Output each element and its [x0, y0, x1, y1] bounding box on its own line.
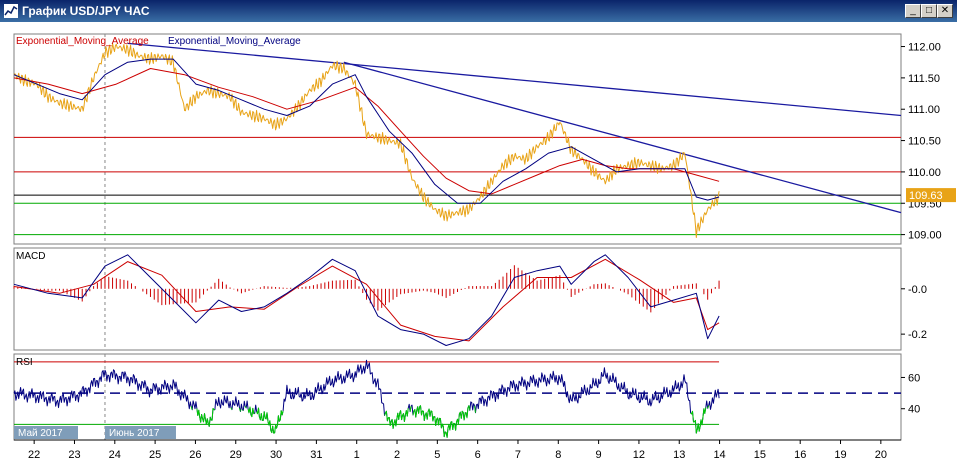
x-tick-label: 30 [270, 449, 282, 461]
x-tick-label: 9 [596, 449, 602, 461]
rsi-oversold-segment [190, 406, 193, 410]
rsi-oversold-segment [244, 406, 247, 409]
current-price-label: 109.63 [909, 190, 943, 202]
rsi-oversold-segment [707, 405, 710, 409]
price-panel: 112.00111.50111.00110.50110.00109.50109.… [13, 33, 956, 245]
chart-icon [4, 4, 18, 18]
rsi-axis-tick-label: 60 [908, 372, 920, 384]
rsi-oversold-segment [230, 407, 233, 410]
x-tick-label: 1 [354, 449, 360, 461]
x-tick-label: 7 [515, 449, 521, 461]
month-label-box [104, 426, 176, 439]
macd-label: MACD [16, 251, 45, 262]
ema-slow-series [13, 68, 720, 195]
rsi-oversold-segment [239, 408, 241, 412]
rsi-oversold-segment [409, 406, 412, 412]
current-price-marker [906, 188, 956, 203]
price-axis-tick-label: 110.50 [908, 136, 941, 148]
rsi-oversold-segment [384, 408, 409, 429]
rsi-oversold-segment [247, 406, 255, 418]
macd-axis-tick-label: -0.0 [908, 284, 927, 296]
x-tick-label: 19 [834, 449, 846, 461]
macd-panel-frame [13, 247, 902, 351]
window-titlebar: График USD/JPY ЧАС _ □ ✕ [0, 0, 957, 22]
x-tick-label: 16 [794, 449, 806, 461]
x-tick-label: 25 [149, 449, 161, 461]
ema-label-2: Exponential_Moving_Average [168, 36, 301, 47]
x-tick-label: 2 [394, 449, 400, 461]
maximize-button[interactable]: □ [921, 4, 937, 18]
rsi-axis-tick-label: 40 [908, 404, 920, 416]
x-tick-label: 8 [555, 449, 561, 461]
rsi-oversold-segment [242, 409, 244, 411]
month-label-box [14, 426, 78, 439]
x-tick-label: 12 [633, 449, 645, 461]
price-axis-tick-label: 111.50 [908, 73, 940, 85]
ema-fast-series [13, 58, 720, 204]
x-tick-label: 24 [109, 449, 121, 461]
price-axis-tick-label: 110.00 [908, 167, 941, 179]
macd-signal-series [13, 258, 720, 342]
macd-series [13, 254, 720, 346]
minimize-button[interactable]: _ [905, 4, 921, 18]
x-tick-label: 20 [875, 449, 887, 461]
rsi-oversold-segment [256, 407, 284, 434]
close-button[interactable]: ✕ [937, 4, 953, 18]
x-tick-label: 13 [673, 449, 685, 461]
x-axis: 22 23 24 25 26 29 30 31 1 2 5 6 7 8 9 12 13 14 15 16 19 20Май… [14, 426, 901, 461]
macd-panel: -0.0 -0.2 MACD [13, 247, 927, 351]
x-tick-label: 6 [475, 449, 481, 461]
price-axis-tick-label: 112.00 [908, 42, 941, 54]
x-tick-label: 5 [434, 449, 440, 461]
ema-label-1: Exponential_Moving_Average [16, 36, 149, 47]
x-tick-label: 31 [310, 449, 322, 461]
chart-area: 112.00111.50111.00110.50110.00109.50109.… [0, 22, 957, 472]
month-label: Июнь 2017 [109, 428, 160, 439]
x-tick-label: 26 [189, 449, 201, 461]
macd-axis-tick-label: -0.2 [908, 329, 927, 341]
price-axis-tick-label: 109.00 [908, 230, 942, 242]
x-tick-label: 22 [28, 449, 40, 461]
x-tick-label: 29 [230, 449, 242, 461]
x-tick-label: 15 [754, 449, 766, 461]
rsi-oversold-segment [196, 408, 215, 427]
rsi-label: RSI [16, 357, 33, 368]
rsi-oversold-segment [412, 405, 471, 438]
rsi-oversold-segment [690, 407, 707, 434]
rsi-oversold-segment [474, 405, 476, 413]
x-tick-label: 23 [68, 449, 80, 461]
rsi-series [13, 359, 720, 438]
trendline [127, 42, 902, 117]
month-label: Май 2017 [18, 428, 63, 439]
x-tick-label: 14 [713, 449, 725, 461]
price-series [13, 43, 720, 238]
price-axis-tick-label: 111.00 [908, 104, 940, 116]
price-panel-frame [13, 33, 902, 245]
window-title: График USD/JPY ЧАС [22, 4, 150, 18]
trendline [343, 61, 902, 214]
